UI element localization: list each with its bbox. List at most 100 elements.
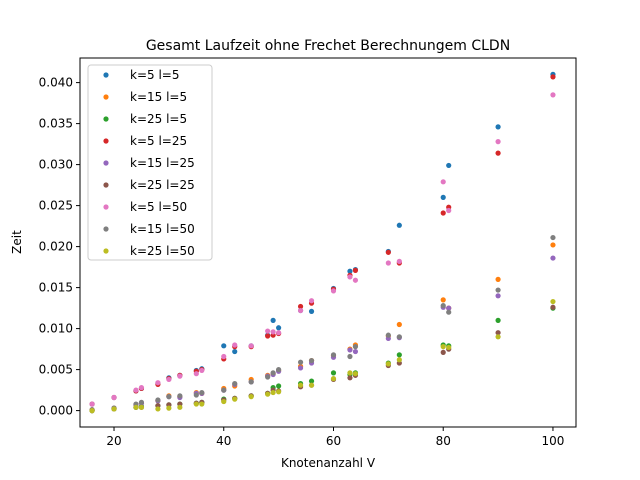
data-point-s8-24 [495, 334, 501, 340]
data-point-s8-7 [193, 401, 199, 407]
data-point-s7-12 [265, 374, 271, 380]
data-point-s6-13 [270, 329, 276, 335]
data-point-s6-15 [297, 307, 304, 314]
data-point-s2-24 [495, 317, 501, 323]
legend-marker-s2 [103, 116, 109, 122]
data-point-s6-18 [347, 274, 353, 280]
data-point-s8-22 [440, 344, 446, 350]
data-point-s7-14 [276, 367, 282, 373]
chart-title: Gesamt Laufzeit ohne Frechet Berechnunge… [146, 38, 510, 54]
data-point-s6-0 [89, 401, 95, 407]
data-point-s1-21 [396, 321, 402, 328]
data-point-s7-19 [352, 344, 359, 350]
legend-label-s4: k=15 l=25 [130, 156, 195, 170]
data-point-s0-24 [495, 124, 501, 130]
data-point-s7-8 [199, 389, 205, 396]
legend-items: k=5 l=5 k=15 l=5 k=25 l=5 k=5 l=25 k=15 l=25… [103, 68, 195, 258]
data-point-s6-8 [199, 367, 205, 374]
data-point-s7-13 [270, 370, 276, 376]
data-point-s6-14 [276, 330, 282, 336]
data-point-s6-19 [352, 277, 359, 283]
data-point-s3-24 [495, 150, 501, 156]
legend-label-s0: k=5 l=5 [130, 68, 179, 82]
data-point-s0-9 [221, 343, 227, 349]
data-point-s8-20 [385, 361, 391, 367]
data-point-s2-21 [396, 352, 402, 358]
data-point-s7-17 [330, 352, 337, 358]
data-point-s8-18 [347, 370, 353, 376]
data-point-s8-13 [270, 389, 276, 396]
data-point-s3-25 [550, 74, 556, 80]
data-point-s6-1 [111, 394, 117, 401]
data-point-s6-23 [446, 207, 452, 214]
data-point-s6-5 [166, 376, 172, 383]
data-point-s6-7 [193, 371, 199, 377]
data-point-s6-12 [265, 328, 271, 334]
data-point-s8-11 [248, 394, 254, 400]
y-tick-label: 0.020 [39, 240, 73, 254]
data-point-s6-22 [440, 179, 446, 185]
data-point-s7-25 [550, 234, 556, 241]
data-point-s4-18 [347, 347, 353, 353]
plot-area-frame [79, 57, 577, 428]
data-point-s7-10 [232, 380, 238, 387]
data-point-s6-16 [308, 298, 315, 304]
data-point-s8-9 [221, 398, 227, 405]
data-point-s8-5 [166, 405, 172, 411]
data-point-s7-7 [193, 392, 199, 398]
legend-label-s8: k=25 l=50 [130, 244, 195, 258]
legend-label-s1: k=15 l=5 [130, 90, 187, 104]
data-point-s7-24 [495, 287, 501, 293]
data-point-s8-1 [111, 406, 117, 412]
data-point-s7-5 [166, 394, 172, 400]
data-point-s8-2 [133, 404, 139, 410]
data-point-s4-15 [297, 365, 304, 371]
y-tick-label: 0.005 [39, 363, 73, 377]
data-point-s3-15 [297, 303, 304, 310]
data-point-s0-13 [270, 317, 276, 323]
legend-label-s2: k=25 l=5 [130, 112, 187, 126]
data-point-s7-20 [385, 332, 391, 338]
data-point-s6-10 [232, 342, 238, 348]
data-point-s8-0 [89, 408, 95, 414]
data-point-s4-25 [550, 255, 556, 261]
y-tick-label: 0.010 [39, 322, 73, 336]
data-point-s0-23 [446, 162, 452, 169]
data-point-s4-23 [446, 305, 452, 311]
data-point-s0-21 [396, 222, 402, 228]
data-point-s6-21 [396, 258, 402, 264]
data-point-s8-12 [265, 391, 271, 397]
y-axis-ticks: 0.000 0.005 0.010 0.015 0.020 0.025 0.030 0.035… [39, 76, 80, 418]
data-point-s8-10 [232, 396, 238, 402]
legend: k=5 l=5 k=15 l=5 k=25 l=5 k=5 l=25 k=15 l=25… [87, 64, 213, 261]
x-tick-label: 20 [106, 434, 121, 448]
legend-label-s7: k=15 l=50 [130, 222, 195, 236]
y-tick-label: 0.040 [39, 76, 73, 90]
legend-marker-s0 [103, 72, 109, 78]
data-point-s7-4 [155, 397, 161, 403]
x-axis-ticks: 20 40 60 80 100 [106, 427, 564, 448]
data-point-s6-20 [385, 260, 391, 266]
data-point-s0-16 [308, 308, 315, 314]
data-point-s7-22 [440, 303, 446, 309]
x-axis-label: Knotenanzahl V [281, 456, 376, 470]
data-point-s8-17 [330, 376, 337, 382]
data-point-s5-25 [550, 304, 556, 310]
data-point-s4-24 [495, 293, 501, 299]
data-point-s8-6 [177, 404, 183, 410]
legend-marker-s7 [103, 226, 109, 232]
data-point-s0-14 [276, 325, 282, 331]
data-point-s1-24 [495, 276, 501, 282]
data-point-s8-4 [155, 406, 161, 412]
data-point-s7-18 [347, 353, 353, 360]
data-point-s3-22 [440, 210, 446, 216]
legend-marker-s3 [103, 138, 109, 144]
data-point-s6-9 [221, 353, 227, 360]
legend-label-s6: k=5 l=50 [130, 200, 187, 214]
data-point-s2-16 [308, 378, 315, 384]
data-point-s7-15 [297, 359, 304, 365]
data-point-s8-23 [446, 344, 452, 351]
x-tick-label: 100 [542, 434, 565, 448]
data-points [89, 71, 556, 414]
data-point-s7-6 [177, 393, 183, 399]
